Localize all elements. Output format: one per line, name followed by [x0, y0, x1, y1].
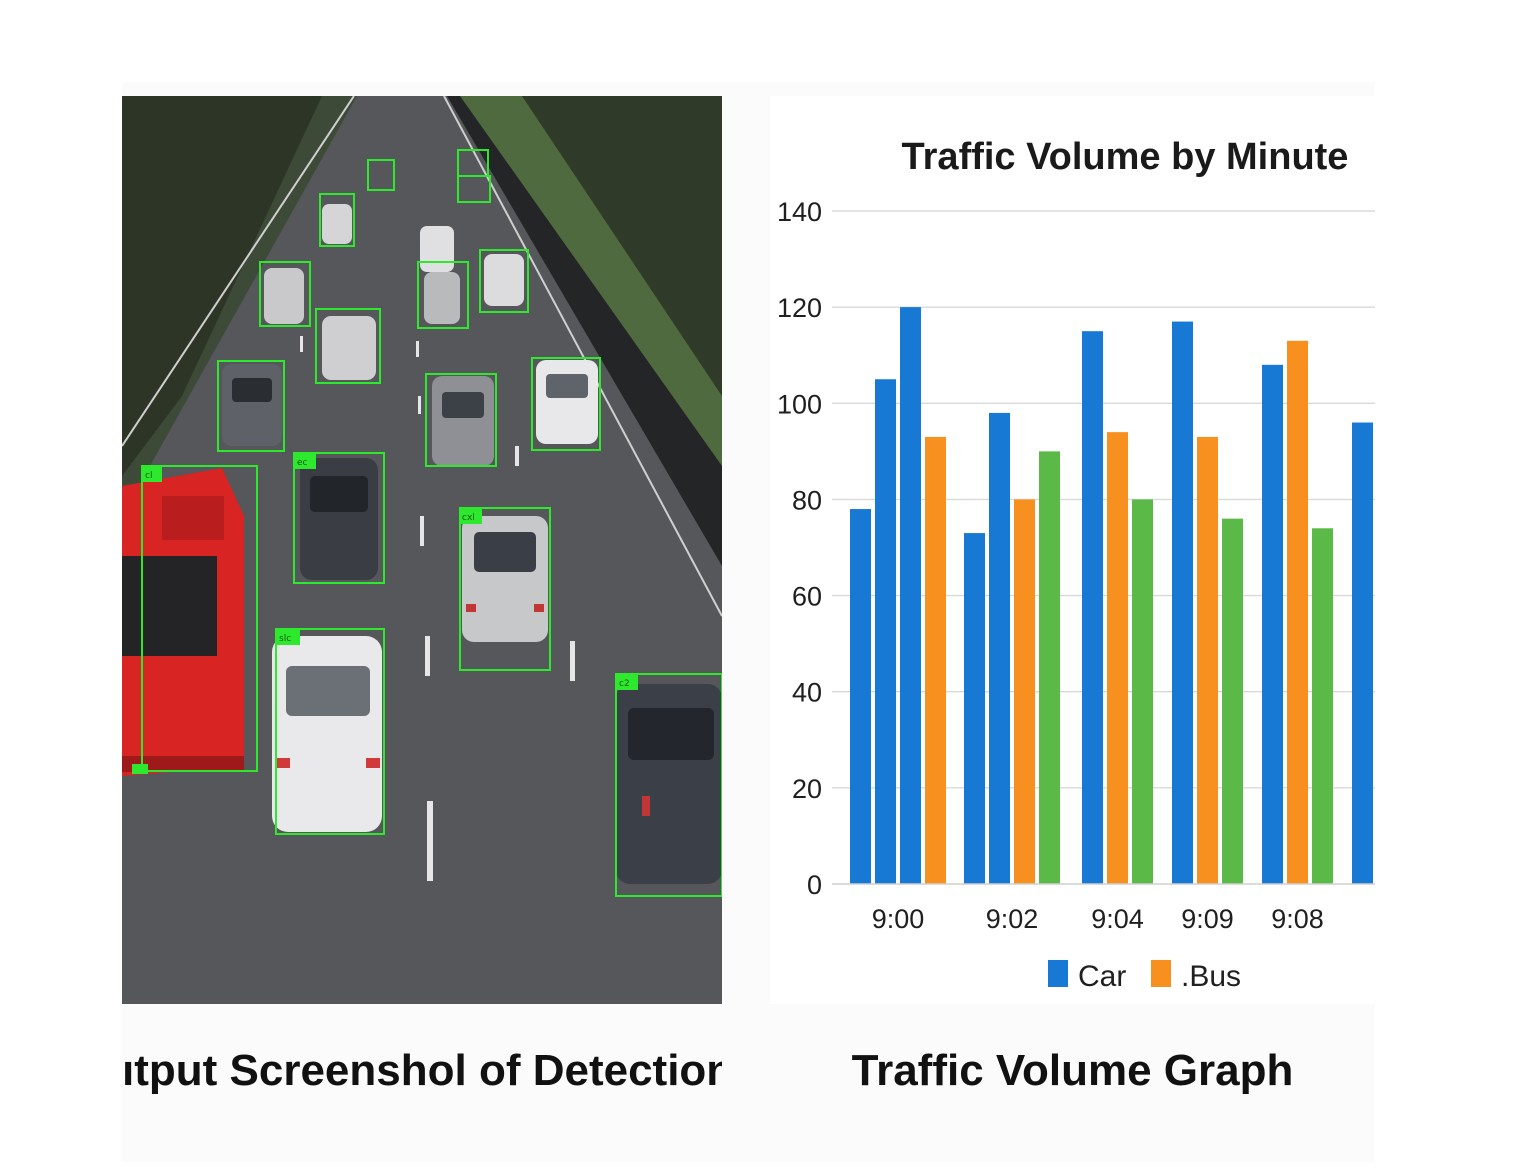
bar — [1352, 422, 1373, 884]
bounding-box — [367, 159, 395, 191]
detection-tag: cl — [145, 471, 152, 481]
x-axis-ticks: 9:00 9:02 9:04 9:09 9:08 — [872, 904, 1324, 934]
legend-label: Car — [1078, 960, 1126, 993]
detection-image-caption: ıtput Screenshol of Detection Model — [122, 1046, 722, 1095]
traffic-volume-chart: Traffic Volume by Minute 0 20 40 60 80 100 120… — [770, 96, 1375, 1004]
bar — [989, 412, 1010, 884]
legend-swatch — [1151, 960, 1171, 987]
detection-tag: cxl — [462, 513, 475, 523]
y-tick-label: 80 — [792, 485, 822, 515]
y-tick-label: 100 — [777, 389, 822, 419]
bounding-box — [275, 628, 385, 835]
x-tick-label: 9:08 — [1271, 904, 1324, 934]
bounding-box — [425, 373, 497, 467]
bar — [1312, 528, 1333, 884]
bounding-box — [315, 308, 381, 384]
y-tick-label: 120 — [777, 293, 822, 323]
bar — [1172, 321, 1193, 884]
bar — [1014, 499, 1035, 884]
x-tick-label: 9:02 — [986, 904, 1039, 934]
bar — [964, 533, 985, 884]
detection-output-image: cl ec cxl slc c2 — [122, 96, 722, 1004]
bar — [875, 379, 896, 884]
detection-tag: slc — [279, 634, 291, 644]
legend-label: .Bus — [1181, 960, 1241, 993]
y-tick-label: 20 — [792, 774, 822, 804]
chart-legend: Car .Bus — [1048, 960, 1241, 993]
bar — [1222, 518, 1243, 884]
y-axis-gridlines: 0 20 40 60 80 100 120 140 — [777, 197, 1375, 900]
chart-caption: Traffic Volume Graph — [851, 1046, 1294, 1095]
bounding-box — [615, 673, 722, 897]
y-tick-label: 60 — [792, 582, 822, 612]
bar — [1262, 364, 1283, 884]
bounding-box — [217, 360, 285, 452]
x-tick-label: 9:00 — [872, 904, 925, 934]
bounding-box — [319, 193, 355, 247]
bounding-box — [417, 261, 469, 329]
bounding-box — [293, 452, 385, 584]
x-tick-label: 9:04 — [1091, 904, 1144, 934]
bar — [1082, 331, 1103, 884]
bar — [925, 436, 946, 884]
bar — [900, 307, 921, 885]
road-scene-illustration: cl ec cxl slc c2 — [122, 96, 722, 1004]
bounding-box — [259, 261, 311, 327]
bar-series — [832, 307, 1375, 885]
detection-tag: c2 — [619, 679, 630, 689]
bar — [1132, 499, 1153, 884]
bar — [1039, 451, 1060, 884]
bar-chart: Traffic Volume by Minute 0 20 40 60 80 100 120… — [777, 136, 1375, 993]
bar — [850, 509, 871, 884]
bounding-box — [141, 465, 258, 772]
x-tick-label: 9:09 — [1181, 904, 1234, 934]
bounding-box — [479, 249, 529, 313]
bounding-box — [459, 507, 551, 671]
bar — [1107, 432, 1128, 884]
detection-tag: ec — [297, 458, 308, 468]
legend-swatch — [1048, 960, 1068, 987]
y-tick-label: 0 — [807, 870, 822, 900]
bounding-box — [457, 175, 491, 203]
chart-title: Traffic Volume by Minute — [902, 136, 1349, 178]
bounding-box — [531, 357, 601, 451]
y-tick-label: 140 — [777, 197, 822, 227]
bar — [1197, 436, 1218, 884]
bar — [1287, 340, 1308, 884]
y-tick-label: 40 — [792, 678, 822, 708]
